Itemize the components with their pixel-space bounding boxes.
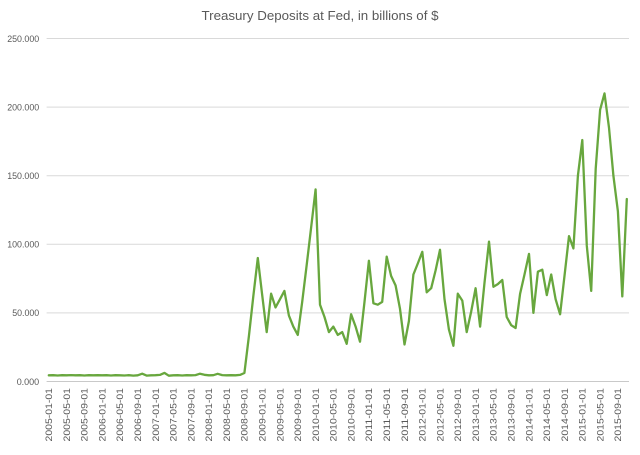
svg-text:2008-09-01: 2008-09-01: [240, 388, 250, 442]
svg-text:2011-09-01: 2011-09-01: [400, 388, 410, 442]
svg-text:2009-09-01: 2009-09-01: [293, 388, 303, 442]
svg-text:2011-05-01: 2011-05-01: [382, 388, 392, 442]
svg-text:2005-01-01: 2005-01-01: [44, 388, 54, 442]
svg-text:200.000: 200.000: [7, 102, 39, 112]
svg-text:2013-09-01: 2013-09-01: [507, 388, 517, 442]
svg-text:2010-01-01: 2010-01-01: [311, 388, 321, 442]
svg-text:100.000: 100.000: [7, 240, 39, 250]
svg-text:2007-01-01: 2007-01-01: [151, 388, 161, 442]
svg-text:Treasury Deposits at Fed, in b: Treasury Deposits at Fed, in billions of…: [202, 9, 439, 23]
svg-text:2006-05-01: 2006-05-01: [115, 388, 125, 442]
svg-text:2010-05-01: 2010-05-01: [329, 388, 339, 442]
svg-text:2009-01-01: 2009-01-01: [258, 388, 268, 442]
svg-text:2007-05-01: 2007-05-01: [169, 388, 179, 442]
svg-text:2015-05-01: 2015-05-01: [595, 388, 605, 442]
svg-text:2013-05-01: 2013-05-01: [489, 388, 499, 442]
svg-text:50.000: 50.000: [12, 308, 39, 318]
svg-text:2013-01-01: 2013-01-01: [471, 388, 481, 442]
svg-text:250.000: 250.000: [7, 34, 39, 44]
svg-text:2008-01-01: 2008-01-01: [204, 388, 214, 442]
svg-text:2005-09-01: 2005-09-01: [80, 388, 90, 442]
svg-text:2009-05-01: 2009-05-01: [275, 388, 285, 442]
svg-text:2008-05-01: 2008-05-01: [222, 388, 232, 442]
svg-text:2014-01-01: 2014-01-01: [524, 388, 534, 442]
svg-text:2012-01-01: 2012-01-01: [418, 388, 428, 442]
svg-text:2006-01-01: 2006-01-01: [98, 388, 108, 442]
svg-text:2014-05-01: 2014-05-01: [542, 388, 552, 442]
svg-text:150.000: 150.000: [7, 171, 39, 181]
svg-text:2005-05-01: 2005-05-01: [62, 388, 72, 442]
svg-text:2012-09-01: 2012-09-01: [453, 388, 463, 442]
svg-text:2012-05-01: 2012-05-01: [435, 388, 445, 442]
svg-text:2010-09-01: 2010-09-01: [346, 388, 356, 442]
svg-text:2006-09-01: 2006-09-01: [133, 388, 143, 442]
svg-text:2015-09-01: 2015-09-01: [613, 388, 623, 442]
svg-text:2014-09-01: 2014-09-01: [560, 388, 570, 442]
svg-text:2011-01-01: 2011-01-01: [364, 388, 374, 442]
svg-text:2007-09-01: 2007-09-01: [186, 388, 196, 442]
svg-text:2015-01-01: 2015-01-01: [578, 388, 588, 442]
svg-text:0.000: 0.000: [17, 377, 40, 387]
